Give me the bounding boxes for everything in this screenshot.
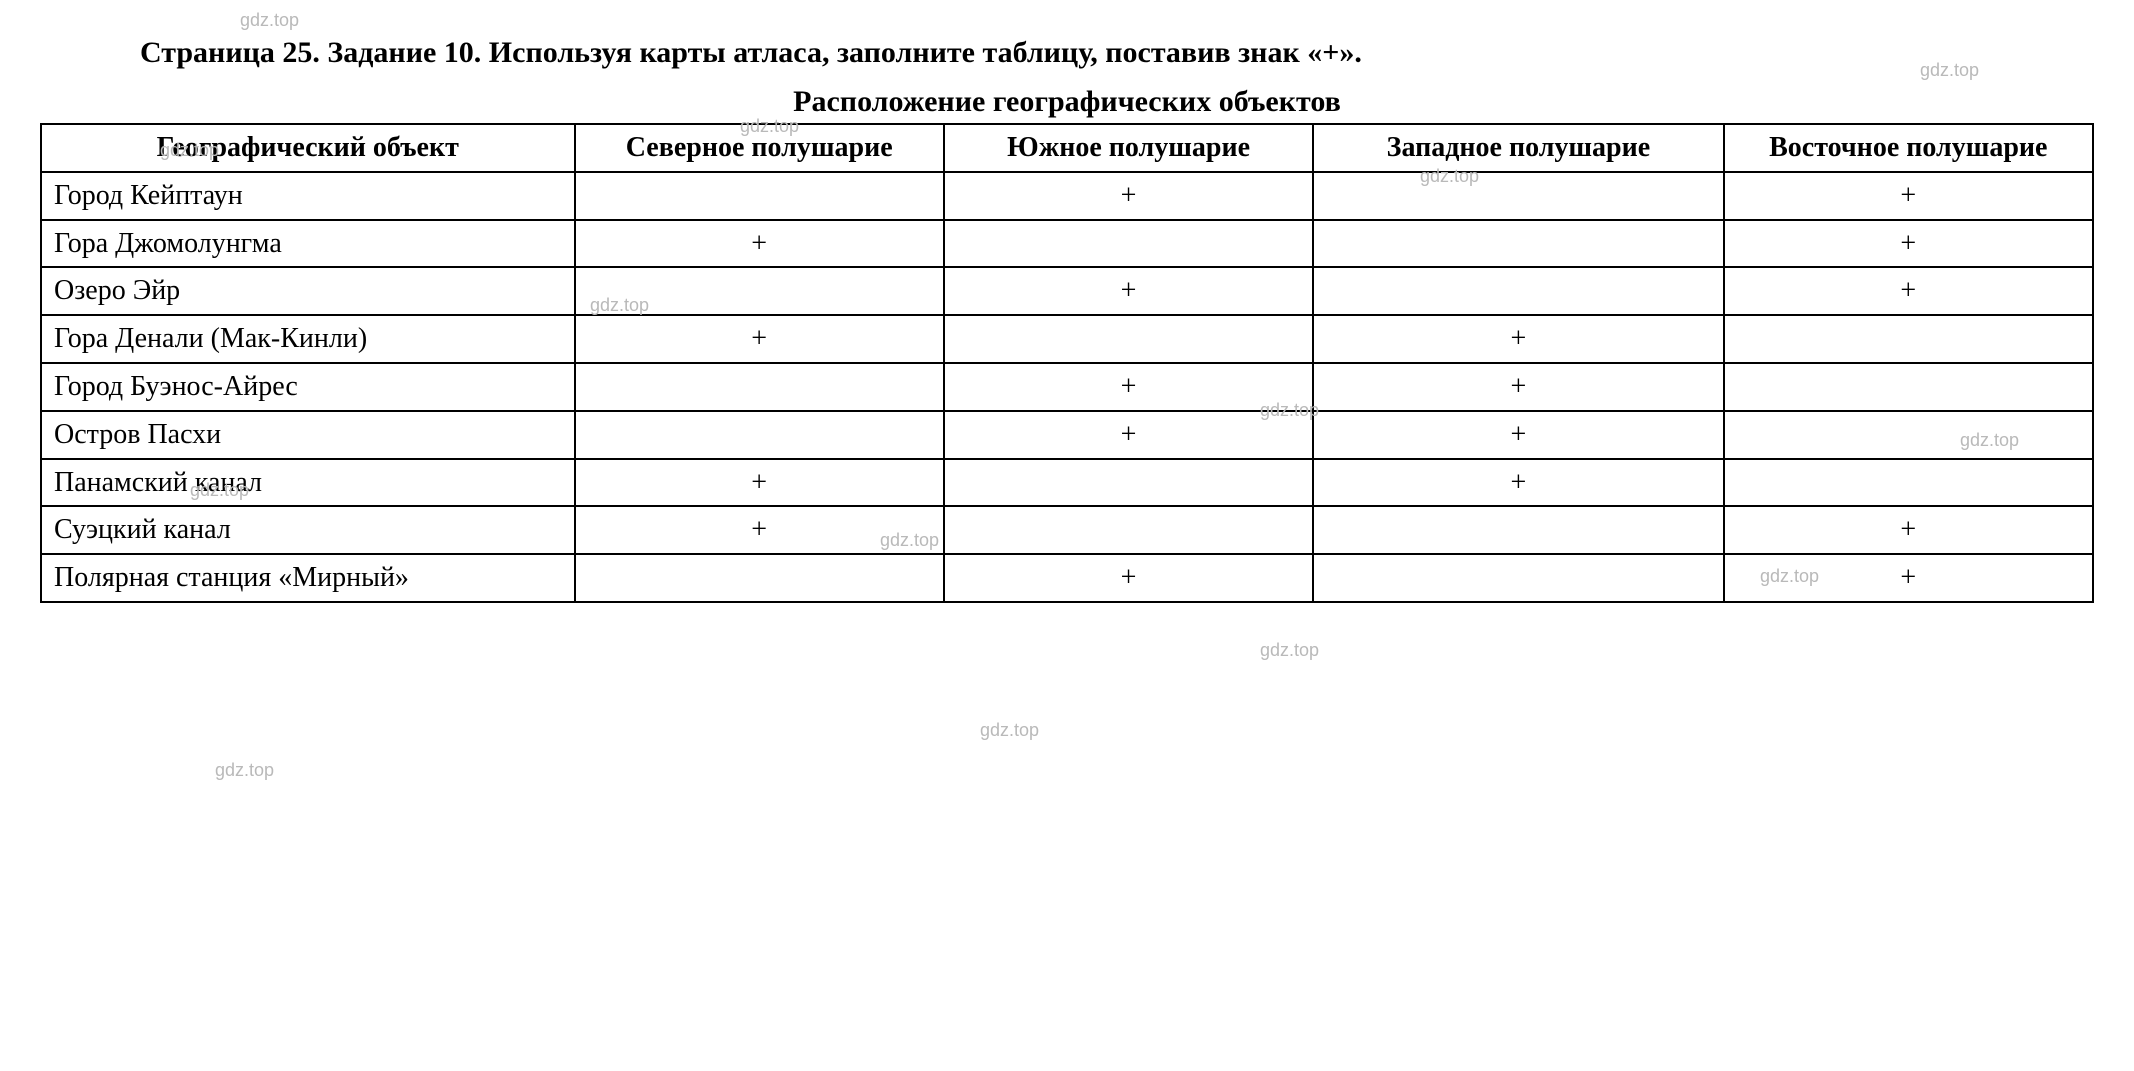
hemisphere-cell-e xyxy=(1724,411,2093,459)
hemisphere-cell-n: + xyxy=(575,506,944,554)
object-cell: Суэцкий канал xyxy=(41,506,575,554)
table-row: Город Кейптаун + + xyxy=(41,172,2093,220)
hemisphere-cell-n xyxy=(575,267,944,315)
hemisphere-cell-w: + xyxy=(1313,315,1723,363)
col-header-west: Западное полушарие xyxy=(1313,124,1723,172)
watermark-text: gdz.top xyxy=(1260,640,1319,661)
hemisphere-cell-w xyxy=(1313,554,1723,602)
watermark-text: gdz.top xyxy=(980,720,1039,741)
hemisphere-cell-n: + xyxy=(575,315,944,363)
table-row: Панамский канал++ xyxy=(41,459,2093,507)
object-cell: Гора Денали (Мак-Кинли) xyxy=(41,315,575,363)
hemisphere-cell-s: + xyxy=(944,411,1313,459)
table-row: Гора Денали (Мак-Кинли)++ xyxy=(41,315,2093,363)
hemisphere-cell-s xyxy=(944,459,1313,507)
hemisphere-cell-e: + xyxy=(1724,267,2093,315)
object-cell: Панамский канал xyxy=(41,459,575,507)
col-header-object: Географический объект xyxy=(41,124,575,172)
table-row: Гора Джомолунгма++ xyxy=(41,220,2093,268)
hemisphere-cell-s: + xyxy=(944,554,1313,602)
object-cell: Гора Джомолунгма xyxy=(41,220,575,268)
table-header-row: Географический объект Северное полушарие… xyxy=(41,124,2093,172)
watermark-text: gdz.top xyxy=(240,10,299,31)
col-header-north: Северное полушарие xyxy=(575,124,944,172)
hemisphere-cell-s: + xyxy=(944,363,1313,411)
hemisphere-cell-e xyxy=(1724,363,2093,411)
hemisphere-cell-w xyxy=(1313,220,1723,268)
table-row: Полярная станция «Мирный» + + xyxy=(41,554,2093,602)
hemisphere-cell-n: + xyxy=(575,220,944,268)
task-instruction: Страница 25. Задание 10. Используя карты… xyxy=(40,30,2094,75)
hemisphere-cell-s xyxy=(944,315,1313,363)
table-row: Озеро Эйр + + xyxy=(41,267,2093,315)
hemisphere-cell-n xyxy=(575,363,944,411)
hemisphere-cell-w xyxy=(1313,267,1723,315)
hemisphere-cell-n: + xyxy=(575,459,944,507)
hemisphere-cell-s xyxy=(944,506,1313,554)
object-cell: Город Кейптаун xyxy=(41,172,575,220)
table-row: Суэцкий канал++ xyxy=(41,506,2093,554)
hemisphere-cell-e: + xyxy=(1724,172,2093,220)
hemisphere-cell-w: + xyxy=(1313,411,1723,459)
hemisphere-cell-e xyxy=(1724,459,2093,507)
table-row: Остров Пасхи ++ xyxy=(41,411,2093,459)
hemisphere-cell-n xyxy=(575,172,944,220)
col-header-south: Южное полушарие xyxy=(944,124,1313,172)
hemisphere-cell-s: + xyxy=(944,267,1313,315)
hemisphere-cell-s: + xyxy=(944,172,1313,220)
hemisphere-cell-w xyxy=(1313,506,1723,554)
hemisphere-cell-w: + xyxy=(1313,459,1723,507)
object-cell: Город Буэнос-Айрес xyxy=(41,363,575,411)
geo-objects-table: Географический объект Северное полушарие… xyxy=(40,123,2094,603)
object-cell: Полярная станция «Мирный» xyxy=(41,554,575,602)
object-cell: Остров Пасхи xyxy=(41,411,575,459)
hemisphere-cell-e: + xyxy=(1724,220,2093,268)
table-title: Расположение географических объектов xyxy=(40,85,2094,119)
hemisphere-cell-w: + xyxy=(1313,363,1723,411)
hemisphere-cell-n xyxy=(575,554,944,602)
col-header-east: Восточное полушарие xyxy=(1724,124,2093,172)
hemisphere-cell-n xyxy=(575,411,944,459)
hemisphere-cell-e xyxy=(1724,315,2093,363)
hemisphere-cell-w xyxy=(1313,172,1723,220)
hemisphere-cell-s xyxy=(944,220,1313,268)
watermark-text: gdz.top xyxy=(215,760,274,781)
hemisphere-cell-e: + xyxy=(1724,554,2093,602)
table-row: Город Буэнос-Айрес ++ xyxy=(41,363,2093,411)
hemisphere-cell-e: + xyxy=(1724,506,2093,554)
instruction-text: Страница 25. Задание 10. Используя карты… xyxy=(140,36,1362,69)
object-cell: Озеро Эйр xyxy=(41,267,575,315)
